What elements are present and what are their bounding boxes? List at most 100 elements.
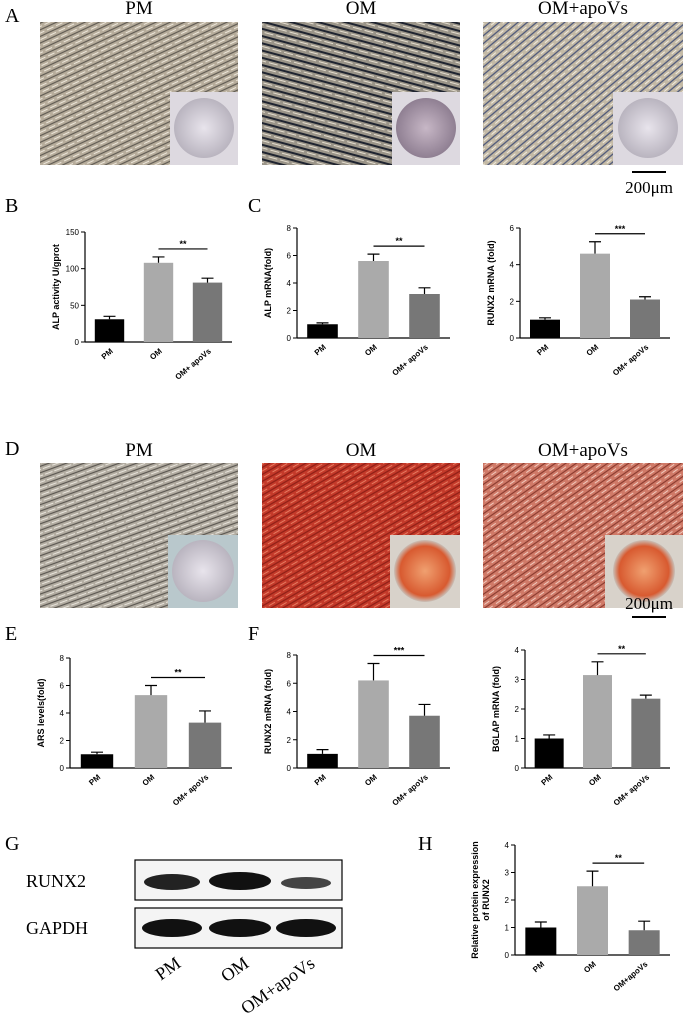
panel-letter: G [5, 833, 19, 855]
bar-chart: 0 2 4 6 8 ARS levels(fold) PM OM OM+ apoVs ** [36, 654, 232, 808]
y-tick-label: 0 [515, 764, 520, 773]
y-tick-label: 2 [287, 736, 292, 745]
error-bar [589, 241, 601, 254]
band [142, 919, 202, 937]
image-title: OM+apoVs [538, 440, 628, 461]
x-tick-label: PM [531, 959, 546, 974]
y-tick-label: 0 [287, 764, 292, 773]
panel-letter: B [5, 195, 18, 217]
band [281, 877, 331, 889]
error-bar [367, 662, 380, 681]
dish [396, 98, 456, 158]
bar [188, 722, 222, 768]
dish [618, 98, 678, 158]
bar [580, 253, 610, 338]
x-tick-label: OM [363, 342, 379, 357]
image-title: OM [346, 440, 377, 461]
bar-chart: 0 1 2 3 4 Relative protein expression of RUNX2… [470, 841, 670, 993]
bar [628, 930, 660, 955]
bar [143, 262, 174, 342]
y-tick-label: 8 [287, 224, 292, 233]
error-bar [103, 315, 116, 320]
error-bar [586, 870, 599, 887]
x-tick-label: OM [587, 772, 603, 787]
y-tick-label: 4 [287, 708, 292, 717]
significance-label: *** [615, 224, 626, 234]
micrographs-a [40, 22, 683, 173]
dish [174, 98, 234, 158]
x-tick-label: OM+ apoVs [611, 342, 651, 377]
error-bar [152, 256, 165, 263]
y-tick-label: 4 [60, 709, 65, 718]
band [276, 919, 336, 937]
bar-chart: 0 1 2 3 4 BGLAP mRNA (fold) PM OM OM+ apoVs ** [491, 644, 670, 808]
y-tick-label: 0 [60, 764, 65, 773]
error-bar [639, 296, 651, 300]
bar [577, 886, 608, 955]
bar [525, 927, 557, 955]
image-title: PM [125, 0, 153, 19]
y-axis-label: BGLAP mRNA (fold) [491, 666, 501, 752]
error-bar [534, 921, 547, 928]
bar [530, 319, 560, 338]
y-tick-label: 4 [505, 841, 510, 850]
x-tick-label: OM [582, 959, 598, 974]
bar-chart: 0 2 4 6 8 RUNX2 mRNA (fold) PM OM OM+ apoVs *** [263, 645, 450, 808]
y-tick-label: 100 [66, 265, 80, 274]
error-bar [543, 734, 556, 739]
y-tick-label: 6 [287, 252, 292, 261]
bar [80, 754, 114, 768]
x-tick-label: OM [585, 342, 601, 357]
y-tick-label: 3 [515, 676, 520, 685]
significance-label: ** [615, 853, 623, 863]
error-bar [418, 703, 431, 716]
panel-letter: H [418, 833, 432, 855]
significance-label: *** [394, 645, 405, 655]
bar [583, 675, 612, 768]
y-axis-label: RUNX2 mRNA (fold) [486, 240, 496, 325]
y-tick-label: 8 [60, 654, 65, 663]
y-tick-label: 4 [515, 646, 520, 655]
bar [630, 299, 660, 338]
x-tick-label: PM [100, 346, 115, 361]
significance-label: ** [179, 239, 187, 249]
image-title: PM [125, 440, 153, 461]
error-bar [638, 920, 651, 931]
image-title: OM+apoVs [538, 0, 628, 19]
x-tick-label: OM [148, 346, 164, 361]
y-tick-label: 6 [287, 679, 292, 688]
y-tick-label: 2 [510, 297, 515, 306]
bar [631, 698, 661, 768]
bar [358, 261, 389, 338]
y-tick-label: 1 [505, 924, 510, 933]
band-label: GAPDH [26, 918, 88, 938]
x-tick-label: OM+ apoVs [390, 772, 430, 807]
bar [94, 319, 125, 342]
error-bar [418, 287, 431, 294]
y-tick-label: 150 [66, 228, 80, 237]
bar [409, 715, 440, 768]
bar [307, 324, 338, 338]
x-tick-label: OM+ apoVs [173, 346, 213, 381]
y-axis-label: of RUNX2 [481, 879, 491, 921]
y-tick-label: 50 [70, 301, 79, 310]
y-tick-label: 2 [287, 307, 292, 316]
lane-label: OM [217, 953, 252, 986]
y-tick-label: 0 [287, 334, 292, 343]
y-tick-label: 2 [505, 896, 510, 905]
x-tick-label: PM [313, 772, 328, 787]
band [144, 874, 200, 890]
y-tick-label: 0 [505, 951, 510, 960]
x-tick-label: OM+ apoVs [612, 772, 652, 807]
x-tick-label: OM+ apoVs [390, 342, 430, 377]
error-bar [316, 749, 329, 754]
x-tick-label: PM [535, 342, 550, 357]
bar [134, 695, 168, 768]
micrographs-d [40, 463, 683, 618]
significance-label: ** [174, 668, 182, 678]
lane-label: PM [152, 953, 185, 984]
panel-letter: C [248, 195, 261, 217]
bar-chart: 0 2 4 6 RUNX2 mRNA (fold) PM OM OM+ apoVs *** [486, 224, 670, 378]
